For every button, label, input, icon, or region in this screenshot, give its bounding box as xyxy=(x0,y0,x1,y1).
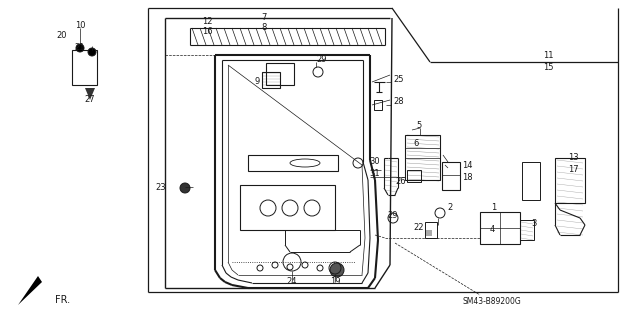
Text: 9: 9 xyxy=(255,78,260,86)
Text: 7: 7 xyxy=(261,13,267,23)
Bar xyxy=(425,222,437,238)
Text: 4: 4 xyxy=(490,226,495,234)
Text: 8: 8 xyxy=(261,24,267,33)
Text: 18: 18 xyxy=(462,173,472,182)
Bar xyxy=(405,135,440,180)
Bar xyxy=(520,220,534,240)
Polygon shape xyxy=(85,88,95,100)
Text: 31: 31 xyxy=(369,169,380,179)
Text: 20: 20 xyxy=(57,32,67,41)
Bar xyxy=(262,72,280,88)
Text: 21: 21 xyxy=(75,43,85,53)
Text: 30: 30 xyxy=(369,158,380,167)
Bar xyxy=(72,50,97,85)
Text: 1: 1 xyxy=(492,204,497,212)
Bar xyxy=(522,162,540,200)
Text: 28: 28 xyxy=(393,98,404,107)
Bar xyxy=(248,155,338,171)
Text: 2: 2 xyxy=(447,204,452,212)
Circle shape xyxy=(76,44,84,52)
Text: 12: 12 xyxy=(202,18,212,26)
Text: 5: 5 xyxy=(417,122,422,130)
Text: 24: 24 xyxy=(287,278,297,286)
Polygon shape xyxy=(426,230,432,236)
Bar xyxy=(442,162,460,190)
Bar xyxy=(480,212,520,244)
Bar xyxy=(240,185,335,230)
Text: FR.: FR. xyxy=(55,295,70,305)
Text: 19: 19 xyxy=(330,278,340,286)
Text: 22: 22 xyxy=(413,224,424,233)
Text: 15: 15 xyxy=(543,63,553,72)
Text: 16: 16 xyxy=(202,27,212,36)
Text: 26: 26 xyxy=(396,177,406,187)
Circle shape xyxy=(330,263,344,277)
Text: SM43-B89200G: SM43-B89200G xyxy=(463,298,522,307)
Text: 10: 10 xyxy=(75,21,85,31)
Text: 29: 29 xyxy=(317,56,327,64)
Circle shape xyxy=(88,48,96,56)
Text: 6: 6 xyxy=(413,139,419,149)
Polygon shape xyxy=(18,276,42,305)
Text: 13: 13 xyxy=(568,153,579,162)
Text: 17: 17 xyxy=(568,166,579,174)
Circle shape xyxy=(180,183,190,193)
Text: 14: 14 xyxy=(462,160,472,169)
Text: 11: 11 xyxy=(543,51,553,61)
Text: 3: 3 xyxy=(531,219,537,228)
Bar xyxy=(407,170,421,182)
Text: 27: 27 xyxy=(84,95,95,105)
Text: 23: 23 xyxy=(156,183,166,192)
Bar xyxy=(374,100,382,110)
Text: 25: 25 xyxy=(393,76,403,85)
Text: 29: 29 xyxy=(388,211,398,220)
Bar xyxy=(555,158,585,203)
Bar xyxy=(266,63,294,85)
